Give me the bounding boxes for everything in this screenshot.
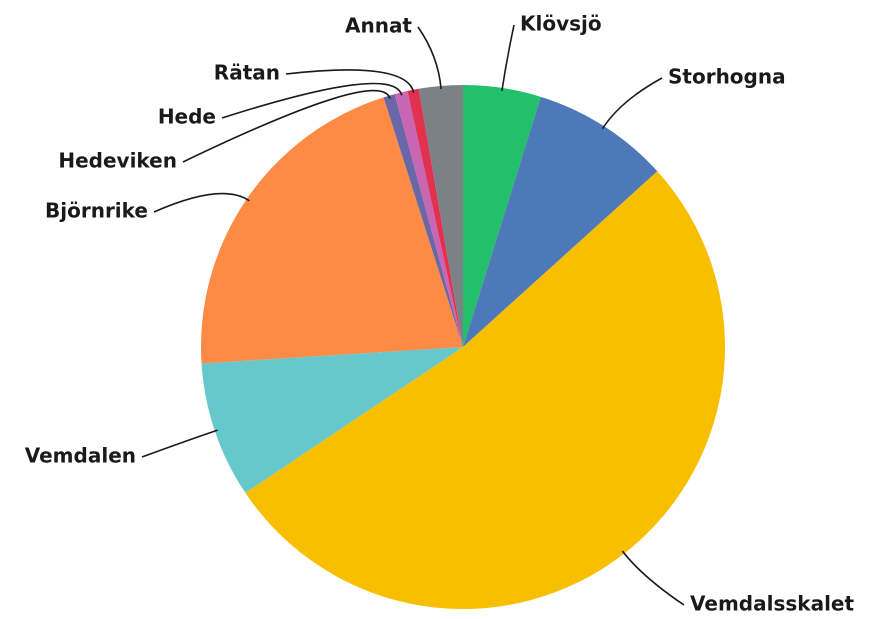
leader-line xyxy=(153,192,250,213)
leader-line xyxy=(182,89,391,163)
leader-line xyxy=(601,77,663,130)
pie-slice xyxy=(245,171,726,609)
pie-slice xyxy=(407,88,463,348)
pie-slice xyxy=(383,94,463,347)
pie-slice xyxy=(463,85,541,347)
pie-slice xyxy=(394,90,463,347)
slice-label: Rätan xyxy=(214,61,280,85)
leader-line xyxy=(621,550,685,606)
leader-line xyxy=(221,82,403,119)
slice-label: Klövsjö xyxy=(520,12,602,36)
leader-line xyxy=(141,429,218,458)
slice-label: Hedeviken xyxy=(58,149,177,173)
leader-line xyxy=(285,69,415,93)
slice-label: Storhogna xyxy=(668,65,786,89)
slice-label: Vemdalen xyxy=(25,444,136,468)
pie-slice xyxy=(201,347,463,493)
leader-line xyxy=(501,24,515,92)
slice-label: Hede xyxy=(158,105,216,129)
leader-line xyxy=(417,26,442,89)
pie-slice xyxy=(418,85,463,347)
slice-label: Vemdalsskalet xyxy=(690,592,854,616)
pie-slice xyxy=(201,97,463,364)
slice-label: Björnrike xyxy=(45,199,148,223)
pie-slice xyxy=(463,96,658,347)
slice-label: Annat xyxy=(345,14,412,38)
